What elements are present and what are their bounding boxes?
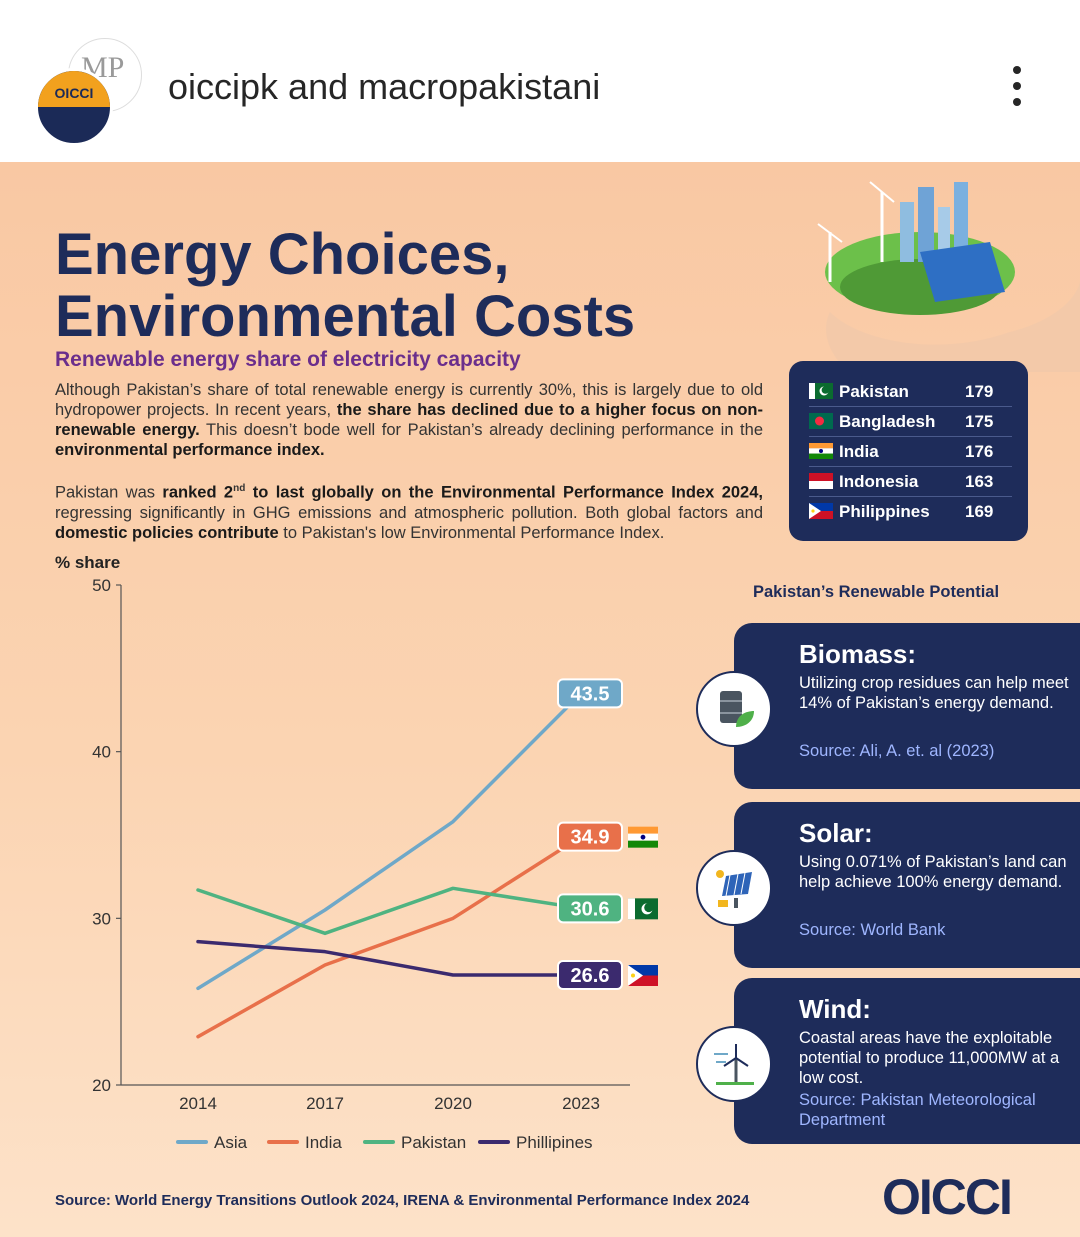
ranking-value: 176 — [965, 442, 994, 461]
card-source: Source: World Bank — [799, 921, 946, 939]
id-flag-icon — [809, 473, 833, 489]
legend-label: Phillipines — [516, 1133, 593, 1152]
account-handle[interactable]: oiccipk and macropakistani — [168, 66, 601, 107]
legend-label: Pakistan — [401, 1133, 466, 1152]
in-flag-icon — [809, 443, 833, 459]
legend-label: India — [305, 1133, 342, 1152]
epi-ranking-table: Pakistan 179 Bangladesh 175 India 176 In… — [789, 361, 1028, 541]
series-line-asia — [196, 691, 583, 991]
para2-sup: nd — [233, 483, 246, 494]
end-value-label: 34.9 — [571, 827, 610, 849]
renewable-share-line-chart: % share 20 30 40 50 2014 2017 2020 2023 43.5 34… — [55, 553, 658, 1152]
y-axis-label: % share — [55, 553, 120, 572]
chart-subtitle: Renewable energy share of electricity ca… — [55, 348, 521, 371]
series-line-pakistan — [196, 886, 583, 936]
wind-card: Wind: Coastal areas have the exploitable… — [696, 978, 1080, 1144]
footer-source: Source: World Energy Transitions Outlook… — [55, 1192, 750, 1209]
para2-bold2: domestic policies contribute — [55, 523, 279, 542]
ranking-row: Bangladesh 175 — [809, 406, 1012, 437]
series-line-phillipines — [196, 939, 583, 977]
solar-card: Solar: Using 0.071% of Pakistan’s land c… — [696, 802, 1080, 968]
ranking-country: Philippines — [839, 502, 930, 521]
para2-text2: regressing significantly in GHG emission… — [55, 503, 763, 522]
card-body: Coastal areas have the exploitable poten… — [799, 1029, 1060, 1087]
more-options-icon[interactable] — [1010, 66, 1024, 112]
x-tick-label: 2023 — [562, 1094, 600, 1113]
ranking-value: 169 — [965, 502, 994, 521]
end-label-badge — [557, 960, 623, 990]
end-label-badge — [557, 678, 623, 709]
para1-bold1: the share has declined due to a higher f… — [55, 401, 763, 439]
biomass-card: Biomass: Utilizing crop residues can hel… — [696, 623, 1080, 789]
para1-text2: This doesn’t bode well for Pakistan’s al… — [199, 421, 763, 439]
title-line1: Energy Choices, — [55, 222, 510, 287]
ranking-country: Indonesia — [839, 472, 919, 491]
avatar[interactable]: MP OICCI — [35, 38, 142, 146]
in-flag-icon — [628, 826, 658, 848]
ranking-country: India — [839, 442, 879, 461]
pk-flag-icon — [809, 383, 833, 399]
infographic: Energy Choices, Environmental Costs Rene… — [0, 162, 1080, 1237]
pk-flag-icon — [628, 898, 658, 920]
ranking-country: Pakistan — [839, 382, 909, 401]
card-heading: Solar: — [799, 818, 873, 848]
ph-flag-icon — [809, 503, 833, 519]
infographic-title: Energy Choices, Environmental Costs — [55, 224, 635, 348]
ranking-country: Bangladesh — [839, 412, 936, 431]
end-label-badge — [557, 893, 623, 924]
para2-text1: Pakistan was — [55, 483, 163, 502]
card-heading: Wind: — [799, 994, 871, 1024]
ranking-value: 175 — [965, 412, 994, 431]
ranking-row: Philippines 169 — [809, 496, 1012, 526]
para1-text1: Although Pakistan’s share of total renew… — [55, 381, 763, 419]
ph-flag-icon — [628, 965, 658, 986]
x-tick-label: 2014 — [179, 1094, 217, 1113]
card-source: Source: Ali, A. et. al (2023) — [799, 742, 995, 760]
para2-text3: to Pakistan's low Environmental Performa… — [278, 523, 665, 542]
oicci-logo: OICCI — [882, 1169, 1013, 1225]
card-body: Utilizing crop residues can help meet 14… — [799, 674, 1069, 712]
ranking-row: Indonesia 163 — [809, 466, 1012, 497]
y-tick-label: 20 — [92, 1076, 111, 1095]
x-tick-label: 2020 — [434, 1094, 472, 1113]
epi-paragraph: Pakistan was ranked 2nd to last globally… — [55, 479, 763, 543]
end-value-label: 30.6 — [571, 898, 610, 920]
ranking-value: 179 — [965, 382, 994, 401]
end-label-badge — [557, 821, 623, 852]
hands-holding-earth-icon — [817, 181, 1080, 372]
ranking-value: 163 — [965, 472, 994, 491]
card-body: Using 0.071% of Pakistan’s land can help… — [799, 853, 1067, 891]
card-source: Source: Pakistan Meteorological Departme… — [799, 1091, 1036, 1129]
bd-flag-icon — [809, 413, 833, 429]
para1-bold2: environmental performance index. — [55, 441, 325, 459]
para2-bold1a: ranked 2 — [162, 483, 234, 502]
end-value-label: 26.6 — [571, 965, 610, 987]
biomass-barrel-icon — [696, 671, 772, 747]
renewable-potential-title: Pakistan’s Renewable Potential — [753, 583, 1000, 601]
y-tick-label: 40 — [92, 743, 111, 762]
avatar-front-text: OICCI — [54, 85, 94, 101]
solar-panel-icon — [696, 850, 772, 926]
post-header: MP OICCI oiccipk and macropakistani — [0, 0, 1080, 162]
card-heading: Biomass: — [799, 639, 917, 669]
legend-label: Asia — [214, 1133, 248, 1152]
oiccipk-avatar[interactable]: OICCI — [35, 68, 113, 146]
intro-paragraph: Although Pakistan’s share of total renew… — [55, 380, 763, 460]
end-value-label: 43.5 — [571, 683, 610, 705]
x-tick-label: 2017 — [306, 1094, 344, 1113]
y-tick-label: 50 — [92, 576, 111, 595]
series-line-india — [196, 834, 583, 1039]
wind-turbine-icon — [696, 1026, 772, 1102]
ranking-row: India 176 — [809, 436, 1012, 467]
title-line2: Environmental Costs — [55, 284, 636, 349]
ranking-row: Pakistan 179 — [809, 376, 1012, 407]
para2-bold1b: to last globally on the Environmental Pe… — [245, 483, 763, 502]
y-tick-label: 30 — [92, 909, 111, 928]
